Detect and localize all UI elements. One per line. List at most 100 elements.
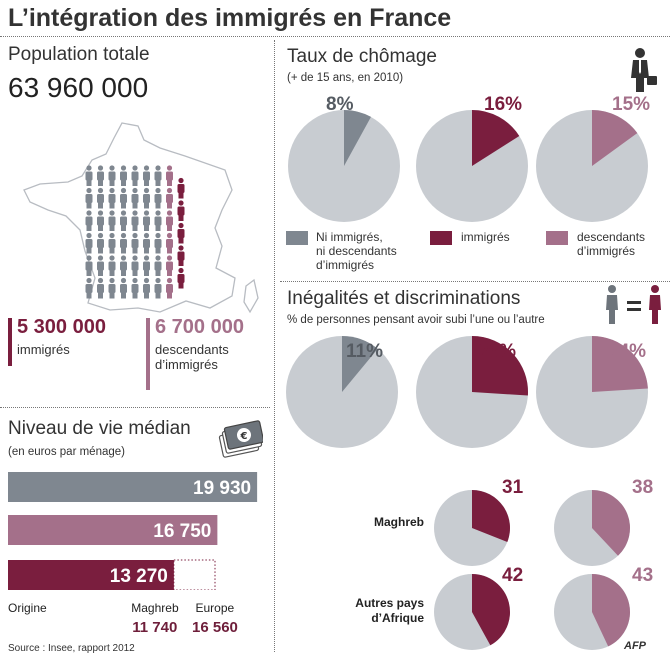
person-icon xyxy=(85,277,93,299)
person-icon xyxy=(166,232,173,254)
person-icon xyxy=(108,165,116,186)
person-icon xyxy=(143,187,150,209)
person-icon xyxy=(143,277,150,299)
person-icon xyxy=(154,255,162,276)
person-icon xyxy=(143,232,150,254)
income-bar-value: 13 270 xyxy=(110,566,168,587)
unemployment-title: Taux de chômage xyxy=(287,46,437,67)
left-divider xyxy=(0,407,270,408)
maghreb-value: 11 740 xyxy=(132,619,178,636)
income-bar-value: 16 750 xyxy=(153,521,211,542)
income-bar xyxy=(8,560,174,590)
origin-pie-immigres-slice xyxy=(472,574,510,646)
person-icon xyxy=(108,277,116,299)
immigres-marker xyxy=(8,318,12,366)
row-label-afrique: Autres pays d’Afrique xyxy=(355,596,424,625)
legend-label-ni: Ni immigrés, ni descendants d’immigrés xyxy=(316,230,397,272)
person-icon xyxy=(131,232,139,254)
person-icon xyxy=(143,255,150,276)
person-icon xyxy=(166,187,173,209)
person-icon xyxy=(97,187,104,209)
income-subtitle: (en euros par ménage) xyxy=(8,446,125,458)
legend-swatch-immigres xyxy=(430,231,452,245)
person-icon xyxy=(108,255,116,276)
origin-pie-descendants-slice xyxy=(592,574,630,647)
person-icon xyxy=(120,187,127,209)
unemployment-pies xyxy=(286,110,648,245)
person-icon xyxy=(177,177,185,199)
origin-pie-immigres-slice xyxy=(472,490,510,542)
legend-swatch-descendants xyxy=(546,231,568,245)
source-note: Source : Insee, rapport 2012 xyxy=(8,643,135,654)
person-icon xyxy=(131,277,139,299)
legend-swatch-ni xyxy=(286,231,308,245)
person-icon xyxy=(108,187,116,209)
pie-label-descendants: 15% xyxy=(612,94,651,115)
maghreb-label: Maghreb xyxy=(131,601,179,615)
title-divider xyxy=(0,36,670,37)
person-icon xyxy=(85,210,93,231)
person-icon xyxy=(120,277,127,299)
person-icon xyxy=(120,165,127,186)
descendants-marker xyxy=(146,318,150,390)
person-icon xyxy=(166,277,173,299)
pie-label-immigres: 16% xyxy=(484,94,523,115)
descendants-label-2: d’immigrés xyxy=(155,357,218,372)
agency-logo: AFP xyxy=(624,640,646,652)
unemployment-legend xyxy=(286,231,568,245)
discrimination-pie-slice xyxy=(472,336,528,396)
person-icon xyxy=(108,232,116,254)
person-icon xyxy=(85,165,93,186)
income-bar xyxy=(8,472,258,502)
descendants-label-1: descendants xyxy=(155,342,229,357)
origin-axis-label: Origine xyxy=(8,601,47,615)
income-bar-chart: 19 930 16 750 13 270 xyxy=(8,472,258,590)
people-grid xyxy=(85,165,185,299)
person-icon xyxy=(166,255,173,276)
person-icon xyxy=(120,255,127,276)
discrimination-title: Inégalités et discriminations xyxy=(287,288,521,309)
person-icon xyxy=(120,232,127,254)
person-icon xyxy=(131,210,139,231)
person-icon xyxy=(154,232,162,254)
france-map-icon xyxy=(23,122,259,314)
page-title: L’intégration des immigrés en France xyxy=(8,4,452,32)
unemployment-pie-slice xyxy=(592,110,638,166)
person-icon xyxy=(85,187,93,209)
person-icon xyxy=(120,210,127,231)
descendants-count: 6 700 000 xyxy=(155,316,244,338)
afrique-immigres-value: 42 xyxy=(502,565,524,586)
person-icon xyxy=(177,222,185,244)
unemployment-pie-slice xyxy=(472,110,520,166)
person-icon xyxy=(154,210,162,231)
person-icon xyxy=(131,187,139,209)
column-divider xyxy=(274,40,275,652)
person-icon xyxy=(97,232,104,254)
disc-label-immigres: 26% xyxy=(478,341,517,362)
person-icon xyxy=(131,165,139,186)
discrimination-pie-slice xyxy=(342,336,378,392)
discrimination-subtitle: % de personnes pensant avoir subi l’une … xyxy=(287,314,545,326)
row-label-maghreb: Maghreb xyxy=(373,515,424,529)
person-icon xyxy=(166,165,173,186)
person-icon xyxy=(97,165,104,186)
person-icon xyxy=(85,232,93,254)
right-divider xyxy=(280,281,670,282)
person-icon xyxy=(97,255,104,276)
unemployment-pie-slice xyxy=(344,110,371,166)
svg-text:€: € xyxy=(240,431,248,442)
europe-extension xyxy=(173,559,216,590)
europe-label: Europe xyxy=(195,601,235,615)
person-icon xyxy=(143,210,150,231)
disc-label-descendants: 24% xyxy=(608,341,647,362)
legend-label-immigres: immigrés xyxy=(461,230,510,244)
europe-value: 16 560 xyxy=(192,619,238,636)
pie-label-ni: 8% xyxy=(326,94,354,115)
euro-banknote-icon: € xyxy=(218,420,263,458)
immigres-count: 5 300 000 xyxy=(17,316,106,338)
equality-people-icon xyxy=(606,285,661,324)
person-icon xyxy=(143,165,150,186)
person-icon xyxy=(131,255,139,276)
legend-label-descendants: descendants d’immigrés xyxy=(577,230,646,258)
person-icon xyxy=(166,210,173,231)
